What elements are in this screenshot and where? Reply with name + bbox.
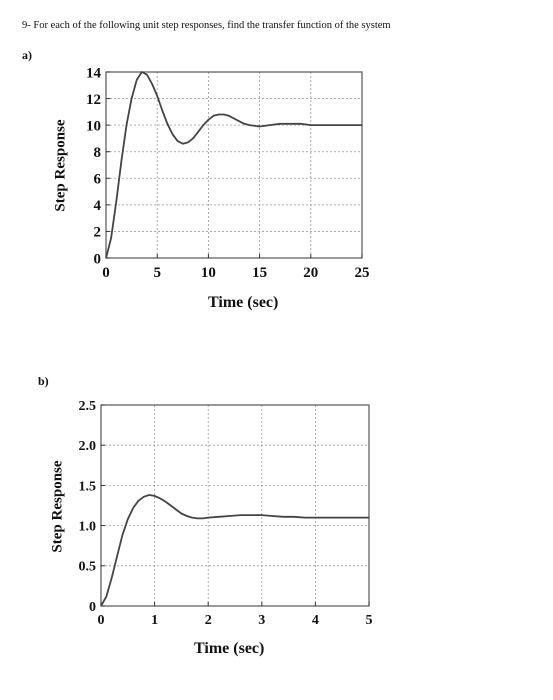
chart-b-ytick-label-3: 1.5	[79, 479, 97, 494]
part-a-label: a)	[22, 48, 32, 62]
chart-a-ytick-label-5: 10	[86, 118, 101, 134]
chart-a-ytick-label-7: 14	[86, 65, 102, 81]
chart-a-xlabel: Time (sec)	[208, 294, 279, 311]
chart-a-series-line-0	[105, 71, 362, 259]
chart-a-ytick-label-1: 2	[94, 225, 102, 241]
chart-a-ytick-label-6: 12	[86, 92, 101, 108]
question-text: 9- For each of the following unit step r…	[22, 20, 391, 31]
chart-a-plot-frame	[105, 71, 363, 259]
chart-a-xtick-label-1: 5	[153, 265, 161, 281]
chart-b-series-line-0	[100, 494, 369, 607]
chart-a-ytick-label-4: 8	[94, 145, 102, 161]
chart-a-xtick-label-2: 10	[201, 265, 216, 281]
chart-a-ytick-label-3: 6	[94, 172, 102, 188]
chart-b-xtick-label-3: 3	[258, 613, 265, 628]
chart-a-xtick-label-5: 25	[355, 265, 370, 281]
chart-b-xtick-label-5: 5	[366, 613, 373, 628]
chart-a-ytick-label-2: 4	[94, 198, 102, 214]
chart-a-xtick-label-4: 20	[303, 265, 318, 281]
chart-b-ytick-label-4: 2.0	[79, 439, 97, 454]
chart-b-ytick-label-5: 2.5	[79, 399, 97, 414]
chart-b-ytick-label-2: 1.0	[79, 520, 97, 535]
chart-b-xtick-label-4: 4	[312, 613, 319, 628]
chart-b-plot-frame	[100, 404, 370, 607]
chart-b-xtick-label-0: 0	[98, 613, 105, 628]
chart-a-xtick-label-0: 0	[102, 265, 110, 281]
chart-b-xlabel: Time (sec)	[194, 640, 265, 657]
chart-a-ytick-label-0: 0	[94, 251, 102, 267]
chart-a-xtick-label-3: 15	[252, 265, 267, 281]
chart-b-xtick-label-2: 2	[205, 613, 212, 628]
part-b-label: b)	[38, 374, 49, 388]
chart-b-ytick-label-1: 0.5	[79, 560, 97, 575]
chart-b-ytick-label-0: 0	[89, 600, 96, 615]
chart-b-xtick-label-1: 1	[151, 613, 158, 628]
